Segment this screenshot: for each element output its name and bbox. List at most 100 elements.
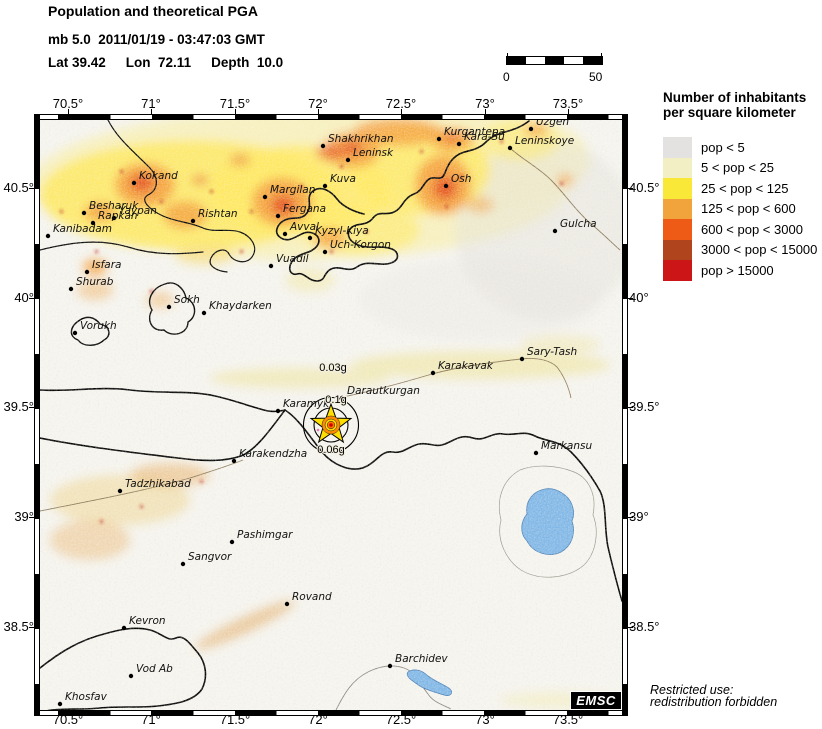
city-dot [320, 143, 326, 149]
axis-tick [628, 627, 633, 628]
lon-label-top: 73° [475, 96, 495, 111]
scalebar-min: 0 [503, 70, 510, 84]
city-label: Darautkurgan [347, 385, 420, 397]
legend-swatch [663, 260, 692, 281]
lon-label-top: 72.5° [385, 96, 417, 111]
city-label: Yaypan [119, 205, 157, 217]
city-label: Vod Ab [136, 663, 173, 675]
event-location: Lat 39.42 Lon 72.11 Depth 10.0 [48, 55, 303, 70]
city-label: Rishtan [198, 208, 238, 220]
city-label: Vuadil [276, 253, 309, 265]
city-dot [436, 136, 442, 142]
city-label: Shurab [76, 276, 114, 288]
legend-label: pop < 5 [701, 139, 745, 155]
scalebar-max: 50 [589, 70, 603, 84]
legend-item: 600 < pop < 3000 [663, 219, 817, 240]
legend-label: 25 < pop < 125 [701, 180, 789, 196]
axis-tick [29, 627, 34, 628]
legend-item: 125 < pop < 600 [663, 198, 817, 219]
city-dot [275, 408, 281, 414]
lat-label-right: 40.5° [629, 180, 660, 195]
city-label: Kara-Su [464, 131, 505, 143]
legend-label: pop > 15000 [701, 262, 774, 278]
city-dot [262, 194, 268, 200]
lon-label-bottom: 71.5° [219, 712, 251, 727]
pga-contour-labels: 0.03g 0.1g 0.06g [316, 361, 348, 457]
axis-tick [485, 109, 486, 114]
axis-tick [401, 109, 402, 114]
event-lon: Lon 72.11 [125, 55, 192, 70]
epicenter-bullseye-center [329, 423, 333, 427]
city-label: Khosfav [65, 691, 108, 703]
city-label: Kokand [139, 170, 178, 182]
legend-label: 5 < pop < 25 [701, 160, 775, 176]
emsc-logo: EMSC [570, 691, 622, 710]
city-label: Barchidev [395, 653, 448, 665]
city-label: Gulcha [560, 218, 597, 230]
legend-swatch [663, 239, 692, 260]
city-dot [84, 269, 90, 275]
pga-contour-label: 0.1g [325, 394, 346, 406]
axis-tick [318, 711, 319, 716]
city-dot [111, 215, 117, 221]
axis-tick [628, 407, 633, 408]
axis-tick [568, 711, 569, 716]
city-dot [322, 183, 328, 189]
lon-label-top: 71.5° [219, 96, 251, 111]
city-label: Kurgantepa [444, 126, 505, 138]
restricted-line1: Restricted use: [650, 683, 734, 697]
city-label: Uch-Korgon [330, 239, 391, 251]
epicenter [302, 396, 360, 454]
legend-title-line2: per square kilometer [663, 105, 796, 120]
city-label: Leninskoye [515, 135, 574, 147]
lon-label-bottom: 73.5° [552, 712, 584, 727]
city-dot [57, 701, 63, 707]
city-label: Pashimgar [237, 529, 293, 541]
aftershock-marker [316, 428, 320, 432]
city-dot [229, 539, 235, 545]
city-dot [282, 231, 288, 237]
city-dot [121, 625, 127, 631]
lon-label-bottom: 72.5° [385, 712, 417, 727]
event-lat: Lat 39.42 [48, 55, 106, 70]
pga-contour-label: 0.06g [317, 444, 345, 456]
map: Kokand Besharuk Yaypan Rapkan Kanibadam Risht… [34, 114, 628, 716]
city-dot [552, 228, 558, 234]
city-dot [443, 183, 449, 189]
city-dot [275, 213, 281, 219]
city-label: Isfara [92, 259, 121, 271]
axis-tick [68, 711, 69, 716]
axis-tick [235, 109, 236, 114]
lat-label-right: 38.5° [629, 619, 660, 634]
city-dot [322, 249, 328, 255]
city-dot [90, 220, 96, 226]
city-label: Osh [451, 173, 471, 185]
axis-tick [568, 109, 569, 114]
scalebar-tick [507, 53, 508, 57]
city-label: Uzgen [536, 120, 569, 128]
axis-tick [628, 188, 633, 189]
legend-item: 25 < pop < 125 [663, 178, 817, 199]
city-dot [533, 450, 539, 456]
city-dot [519, 356, 525, 362]
city-label: Avval [289, 221, 319, 233]
lat-label-right: 39.5° [629, 399, 660, 414]
city-dot [307, 235, 313, 241]
city-label: Vorukh [80, 320, 117, 332]
lon-label-bottom: 72° [308, 712, 328, 727]
lat-label-right: 39° [629, 509, 649, 524]
legend-title-line1: Number of inhabitants [663, 90, 807, 105]
axis-tick [29, 298, 34, 299]
city-dot [117, 488, 123, 494]
pga-contour-outer [302, 396, 360, 454]
scalebar-tick [601, 53, 602, 57]
city-label: Kuva [330, 173, 356, 185]
city-label: Tadzhikabad [125, 478, 191, 490]
city-dot [284, 601, 290, 607]
lat-label-left: 38.5° [3, 619, 34, 634]
city-label: Karamyk [283, 398, 330, 410]
city-dot [166, 304, 172, 310]
